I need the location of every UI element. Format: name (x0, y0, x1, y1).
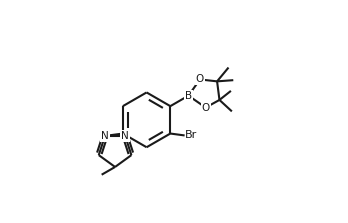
Text: B: B (185, 91, 192, 101)
Text: Br: Br (185, 130, 198, 140)
Text: N: N (101, 131, 109, 141)
Text: O: O (201, 103, 210, 113)
Text: O: O (196, 74, 204, 85)
Text: N: N (121, 131, 129, 141)
